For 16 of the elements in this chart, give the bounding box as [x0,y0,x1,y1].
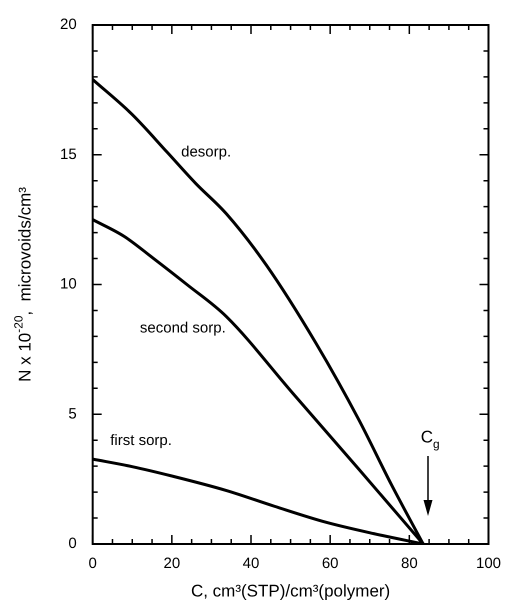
series-label: second sorp. [140,320,226,337]
x-tick-label: 60 [322,555,339,572]
x-tick-label: 0 [88,555,97,572]
y-tick-label: 15 [60,146,77,163]
x-tick-label: 20 [164,555,180,572]
y-tick-label: 0 [68,535,77,552]
series-label: desorp. [181,143,232,160]
y-tick-label: 5 [68,405,77,422]
series-label: first sorp. [110,432,172,449]
y-tick-label: 20 [60,16,77,34]
y-tick-label: 10 [60,276,77,293]
x-tick-label: 40 [242,555,260,572]
x-tick-label: 80 [400,555,418,572]
x-axis-title: C, cm³(STP)/cm³(polymer) [190,582,390,601]
y-axis-title: N x 10-20, microvoids/cm³ [11,186,35,382]
x-tick-label: 100 [476,555,501,572]
